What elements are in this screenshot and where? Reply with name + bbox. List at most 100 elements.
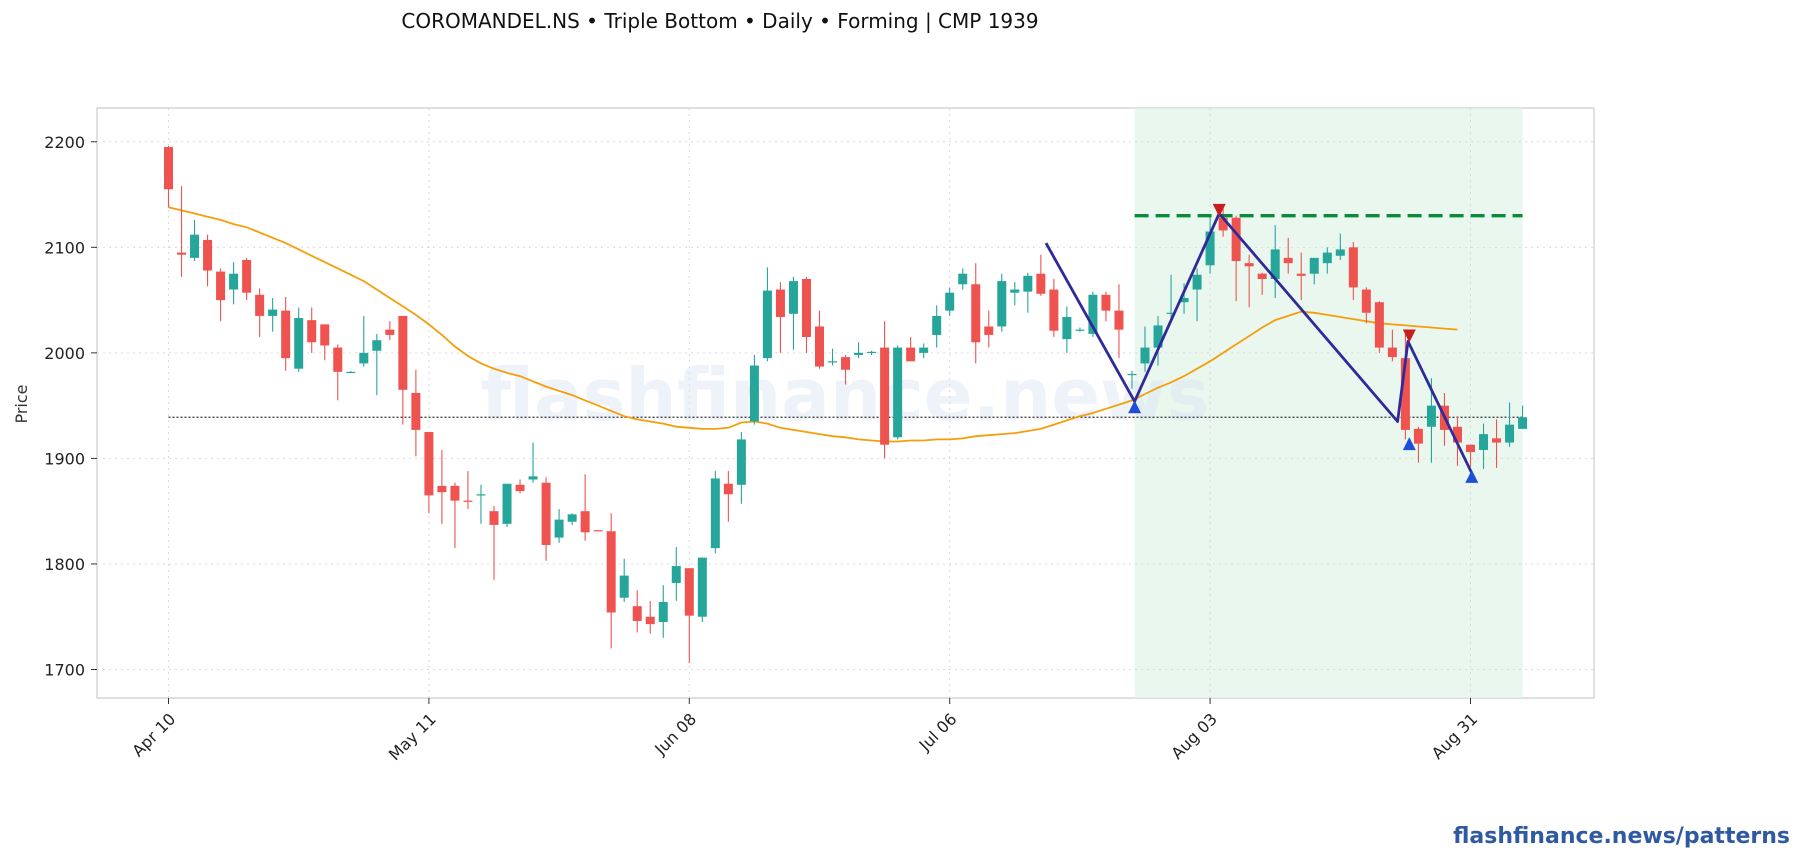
candle	[1361, 287, 1371, 324]
candle-body	[919, 347, 929, 353]
candle-body	[554, 519, 564, 538]
candle	[606, 513, 616, 649]
candle	[190, 219, 200, 262]
candle	[1062, 306, 1072, 353]
candle-body	[164, 147, 173, 190]
candle	[1205, 215, 1215, 274]
candle-body	[1466, 444, 1475, 453]
candle-body	[984, 326, 994, 335]
candle-body	[333, 347, 343, 372]
candle	[1140, 326, 1150, 372]
candle-body	[658, 601, 668, 623]
candle	[736, 432, 746, 504]
candle-body	[1387, 347, 1397, 358]
candle	[671, 547, 681, 601]
candle	[1218, 207, 1228, 237]
candle	[489, 505, 499, 580]
candle	[541, 477, 551, 561]
candle	[854, 342, 864, 359]
candle-body	[1309, 257, 1319, 274]
candle-body	[1374, 302, 1384, 348]
candle-body	[580, 511, 590, 533]
candle	[801, 276, 811, 353]
candle	[567, 513, 577, 525]
candle	[971, 263, 981, 364]
candle-body	[775, 289, 785, 317]
candle-body	[1114, 310, 1124, 330]
candle-body	[1452, 426, 1462, 443]
candle	[1231, 215, 1241, 302]
high-marker	[1212, 203, 1226, 217]
candle-body	[398, 315, 408, 390]
candle-body	[749, 365, 759, 422]
candle-body	[958, 273, 968, 285]
candle	[906, 337, 916, 362]
candle-body	[1140, 347, 1150, 364]
candle	[346, 370, 356, 374]
y-tick-label: 1800	[44, 555, 85, 574]
candle-body	[1101, 294, 1111, 311]
brand-link[interactable]: flashfinance.news/patterns	[1453, 824, 1790, 849]
candle-body	[268, 309, 278, 316]
moving-average-line	[168, 206, 1458, 443]
y-axis: 1700 1800 1900 2000 2100 2200	[44, 133, 97, 680]
candle	[1270, 225, 1280, 298]
candle	[645, 600, 655, 634]
candle-body	[932, 315, 942, 335]
candle	[619, 558, 629, 602]
candle-body	[880, 347, 890, 445]
candle-body	[190, 234, 200, 258]
candle	[1023, 272, 1033, 313]
y-tick-label: 2000	[44, 344, 85, 363]
candle-body	[1348, 247, 1358, 288]
candle-body	[359, 352, 369, 364]
candle	[1114, 284, 1124, 359]
candle-body	[1257, 273, 1267, 279]
candle-body	[1413, 428, 1423, 444]
candle	[1244, 254, 1254, 308]
candle	[593, 530, 603, 532]
candle	[372, 333, 382, 396]
candle-body	[815, 326, 824, 367]
y-tick-label: 2100	[44, 238, 85, 257]
candle-body	[736, 439, 746, 485]
candle	[229, 262, 239, 305]
chart-title: COROMANDEL.NS • Triple Bottom • Daily • …	[401, 9, 1038, 33]
candle-body	[710, 478, 720, 549]
candle	[385, 321, 395, 341]
candle-body	[854, 352, 864, 355]
candle	[242, 257, 252, 301]
x-tick-label: Jun 08	[650, 709, 700, 759]
candle	[515, 479, 525, 494]
candle	[880, 321, 890, 459]
candle-body	[723, 483, 733, 495]
candle-body	[463, 500, 473, 502]
y-tick-label: 2200	[44, 133, 85, 152]
candle	[815, 310, 824, 369]
candle	[216, 268, 226, 322]
pattern-markers	[1128, 203, 1479, 483]
candle	[255, 288, 265, 338]
candle-body	[619, 575, 629, 598]
candle-body	[1296, 273, 1306, 276]
candle	[177, 186, 187, 277]
candle-body	[1322, 252, 1332, 264]
candle	[1518, 405, 1528, 429]
candle-body	[801, 278, 811, 338]
candle-body	[294, 318, 304, 369]
candle-body	[1088, 294, 1098, 334]
candle-body	[1505, 424, 1515, 443]
candle	[1257, 272, 1267, 295]
candle	[463, 471, 473, 510]
candle-body	[307, 320, 317, 343]
candle	[1309, 257, 1319, 285]
candle	[958, 268, 968, 290]
candle	[1492, 419, 1502, 468]
candle	[1413, 426, 1423, 463]
candle-body	[502, 483, 512, 524]
candle	[1348, 242, 1358, 301]
candle-body	[541, 482, 551, 545]
candle-body	[645, 616, 655, 625]
candle-body	[450, 485, 460, 501]
